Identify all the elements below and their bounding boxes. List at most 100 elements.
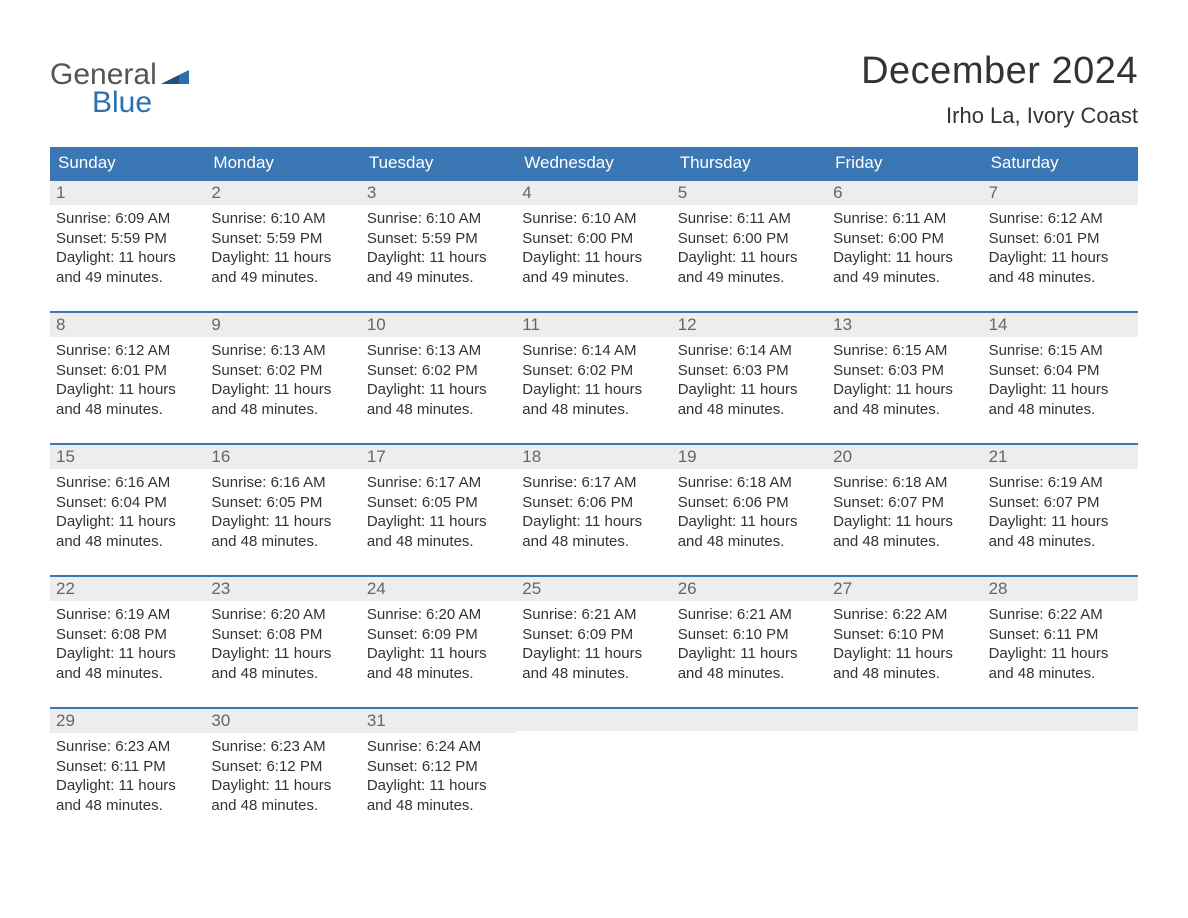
day-number-row: 29: [50, 707, 205, 733]
daylight-line: Daylight: 11 hours and 48 minutes.: [367, 512, 510, 551]
day-cell: 9Sunrise: 6:13 AMSunset: 6:02 PMDaylight…: [205, 311, 360, 443]
sunset-line: Sunset: 6:00 PM: [833, 229, 976, 249]
day-cell: 30Sunrise: 6:23 AMSunset: 6:12 PMDayligh…: [205, 707, 360, 839]
daylight-line: Daylight: 11 hours and 48 minutes.: [678, 512, 821, 551]
sunrise-line: Sunrise: 6:18 AM: [833, 473, 976, 493]
day-number-row: 7: [983, 179, 1138, 205]
sunset-line: Sunset: 6:10 PM: [833, 625, 976, 645]
sunset-line: Sunset: 6:07 PM: [989, 493, 1132, 513]
day-cell: 22Sunrise: 6:19 AMSunset: 6:08 PMDayligh…: [50, 575, 205, 707]
logo-word2: Blue: [92, 86, 189, 120]
day-number: 24: [367, 579, 386, 598]
day-number-row: 13: [827, 311, 982, 337]
day-number: 4: [522, 183, 531, 202]
daylight-line: Daylight: 11 hours and 48 minutes.: [522, 380, 665, 419]
day-body: Sunrise: 6:09 AMSunset: 5:59 PMDaylight:…: [50, 205, 205, 287]
sunset-line: Sunset: 6:08 PM: [211, 625, 354, 645]
sunset-line: Sunset: 5:59 PM: [56, 229, 199, 249]
daylight-line: Daylight: 11 hours and 49 minutes.: [56, 248, 199, 287]
day-cell: 15Sunrise: 6:16 AMSunset: 6:04 PMDayligh…: [50, 443, 205, 575]
daylight-line: Daylight: 11 hours and 49 minutes.: [211, 248, 354, 287]
day-body: Sunrise: 6:16 AMSunset: 6:05 PMDaylight:…: [205, 469, 360, 551]
daylight-line: Daylight: 11 hours and 48 minutes.: [989, 512, 1132, 551]
sunset-line: Sunset: 6:00 PM: [678, 229, 821, 249]
day-number: 30: [211, 711, 230, 730]
day-number-row: 26: [672, 575, 827, 601]
day-number: 27: [833, 579, 852, 598]
day-body: Sunrise: 6:18 AMSunset: 6:07 PMDaylight:…: [827, 469, 982, 551]
day-number: 17: [367, 447, 386, 466]
sunrise-line: Sunrise: 6:14 AM: [522, 341, 665, 361]
day-number: 23: [211, 579, 230, 598]
day-body: Sunrise: 6:11 AMSunset: 6:00 PMDaylight:…: [672, 205, 827, 287]
sunrise-line: Sunrise: 6:22 AM: [989, 605, 1132, 625]
daylight-line: Daylight: 11 hours and 49 minutes.: [367, 248, 510, 287]
daylight-line: Daylight: 11 hours and 49 minutes.: [833, 248, 976, 287]
sunrise-line: Sunrise: 6:09 AM: [56, 209, 199, 229]
day-number: 8: [56, 315, 65, 334]
daylight-line: Daylight: 11 hours and 48 minutes.: [522, 512, 665, 551]
sunset-line: Sunset: 5:59 PM: [211, 229, 354, 249]
sunrise-line: Sunrise: 6:21 AM: [522, 605, 665, 625]
day-number-row: 8: [50, 311, 205, 337]
day-body: Sunrise: 6:21 AMSunset: 6:09 PMDaylight:…: [516, 601, 671, 683]
day-body: Sunrise: 6:10 AMSunset: 5:59 PMDaylight:…: [205, 205, 360, 287]
dow-header: Thursday: [672, 147, 827, 179]
day-body: Sunrise: 6:23 AMSunset: 6:11 PMDaylight:…: [50, 733, 205, 815]
daylight-line: Daylight: 11 hours and 48 minutes.: [211, 380, 354, 419]
day-number: 2: [211, 183, 220, 202]
day-number-row: 19: [672, 443, 827, 469]
day-cell: 18Sunrise: 6:17 AMSunset: 6:06 PMDayligh…: [516, 443, 671, 575]
day-number-row: 14: [983, 311, 1138, 337]
sunrise-line: Sunrise: 6:18 AM: [678, 473, 821, 493]
day-number: 3: [367, 183, 376, 202]
day-body: Sunrise: 6:19 AMSunset: 6:07 PMDaylight:…: [983, 469, 1138, 551]
sunset-line: Sunset: 6:06 PM: [678, 493, 821, 513]
daylight-line: Daylight: 11 hours and 48 minutes.: [211, 512, 354, 551]
sunset-line: Sunset: 6:11 PM: [989, 625, 1132, 645]
sunrise-line: Sunrise: 6:12 AM: [989, 209, 1132, 229]
daylight-line: Daylight: 11 hours and 49 minutes.: [678, 248, 821, 287]
day-cell: 12Sunrise: 6:14 AMSunset: 6:03 PMDayligh…: [672, 311, 827, 443]
calendar-grid: SundayMondayTuesdayWednesdayThursdayFrid…: [50, 147, 1138, 839]
day-number-row: 4: [516, 179, 671, 205]
sunset-line: Sunset: 6:10 PM: [678, 625, 821, 645]
day-number-row: 6: [827, 179, 982, 205]
sunrise-line: Sunrise: 6:12 AM: [56, 341, 199, 361]
day-cell: 16Sunrise: 6:16 AMSunset: 6:05 PMDayligh…: [205, 443, 360, 575]
day-number: 22: [56, 579, 75, 598]
month-title: December 2024: [861, 50, 1138, 93]
sunrise-line: Sunrise: 6:24 AM: [367, 737, 510, 757]
day-number-row: 1: [50, 179, 205, 205]
sunset-line: Sunset: 6:03 PM: [678, 361, 821, 381]
sunset-line: Sunset: 6:00 PM: [522, 229, 665, 249]
header: General Blue December 2024 Irho La, Ivor…: [50, 50, 1138, 129]
day-cell: 11Sunrise: 6:14 AMSunset: 6:02 PMDayligh…: [516, 311, 671, 443]
day-number: 25: [522, 579, 541, 598]
logo: General Blue: [50, 58, 189, 120]
day-number: 6: [833, 183, 842, 202]
day-cell: 5 Sunrise: 6:11 AMSunset: 6:00 PMDaylight…: [672, 179, 827, 311]
sunrise-line: Sunrise: 6:11 AM: [833, 209, 976, 229]
dow-header: Tuesday: [361, 147, 516, 179]
empty-number-row: [516, 707, 671, 731]
day-body: Sunrise: 6:17 AMSunset: 6:05 PMDaylight:…: [361, 469, 516, 551]
sunrise-line: Sunrise: 6:10 AM: [367, 209, 510, 229]
day-number-row: 5: [672, 179, 827, 205]
empty-number-row: [983, 707, 1138, 731]
sunrise-line: Sunrise: 6:16 AM: [56, 473, 199, 493]
day-number-row: 30: [205, 707, 360, 733]
sunset-line: Sunset: 6:09 PM: [522, 625, 665, 645]
day-cell: 3Sunrise: 6:10 AMSunset: 5:59 PMDaylight…: [361, 179, 516, 311]
day-number: 5: [678, 183, 687, 202]
dow-header: Wednesday: [516, 147, 671, 179]
day-number: 1: [56, 183, 65, 202]
sunset-line: Sunset: 6:05 PM: [211, 493, 354, 513]
day-number-row: 21: [983, 443, 1138, 469]
day-cell: 8Sunrise: 6:12 AMSunset: 6:01 PMDaylight…: [50, 311, 205, 443]
day-number-row: 3: [361, 179, 516, 205]
sunset-line: Sunset: 6:08 PM: [56, 625, 199, 645]
daylight-line: Daylight: 11 hours and 48 minutes.: [833, 380, 976, 419]
day-cell: 4Sunrise: 6:10 AMSunset: 6:00 PMDaylight…: [516, 179, 671, 311]
sunset-line: Sunset: 6:04 PM: [989, 361, 1132, 381]
